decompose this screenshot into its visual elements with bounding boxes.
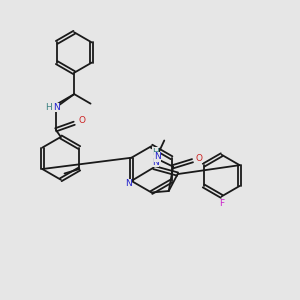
Text: N: N	[154, 152, 161, 161]
Text: N: N	[125, 179, 132, 188]
Text: O: O	[78, 116, 85, 125]
Text: N: N	[53, 103, 60, 112]
Text: N: N	[152, 158, 159, 167]
Text: H: H	[45, 103, 52, 112]
Text: F: F	[219, 199, 224, 208]
Text: H: H	[152, 148, 159, 157]
Text: O: O	[196, 154, 202, 163]
